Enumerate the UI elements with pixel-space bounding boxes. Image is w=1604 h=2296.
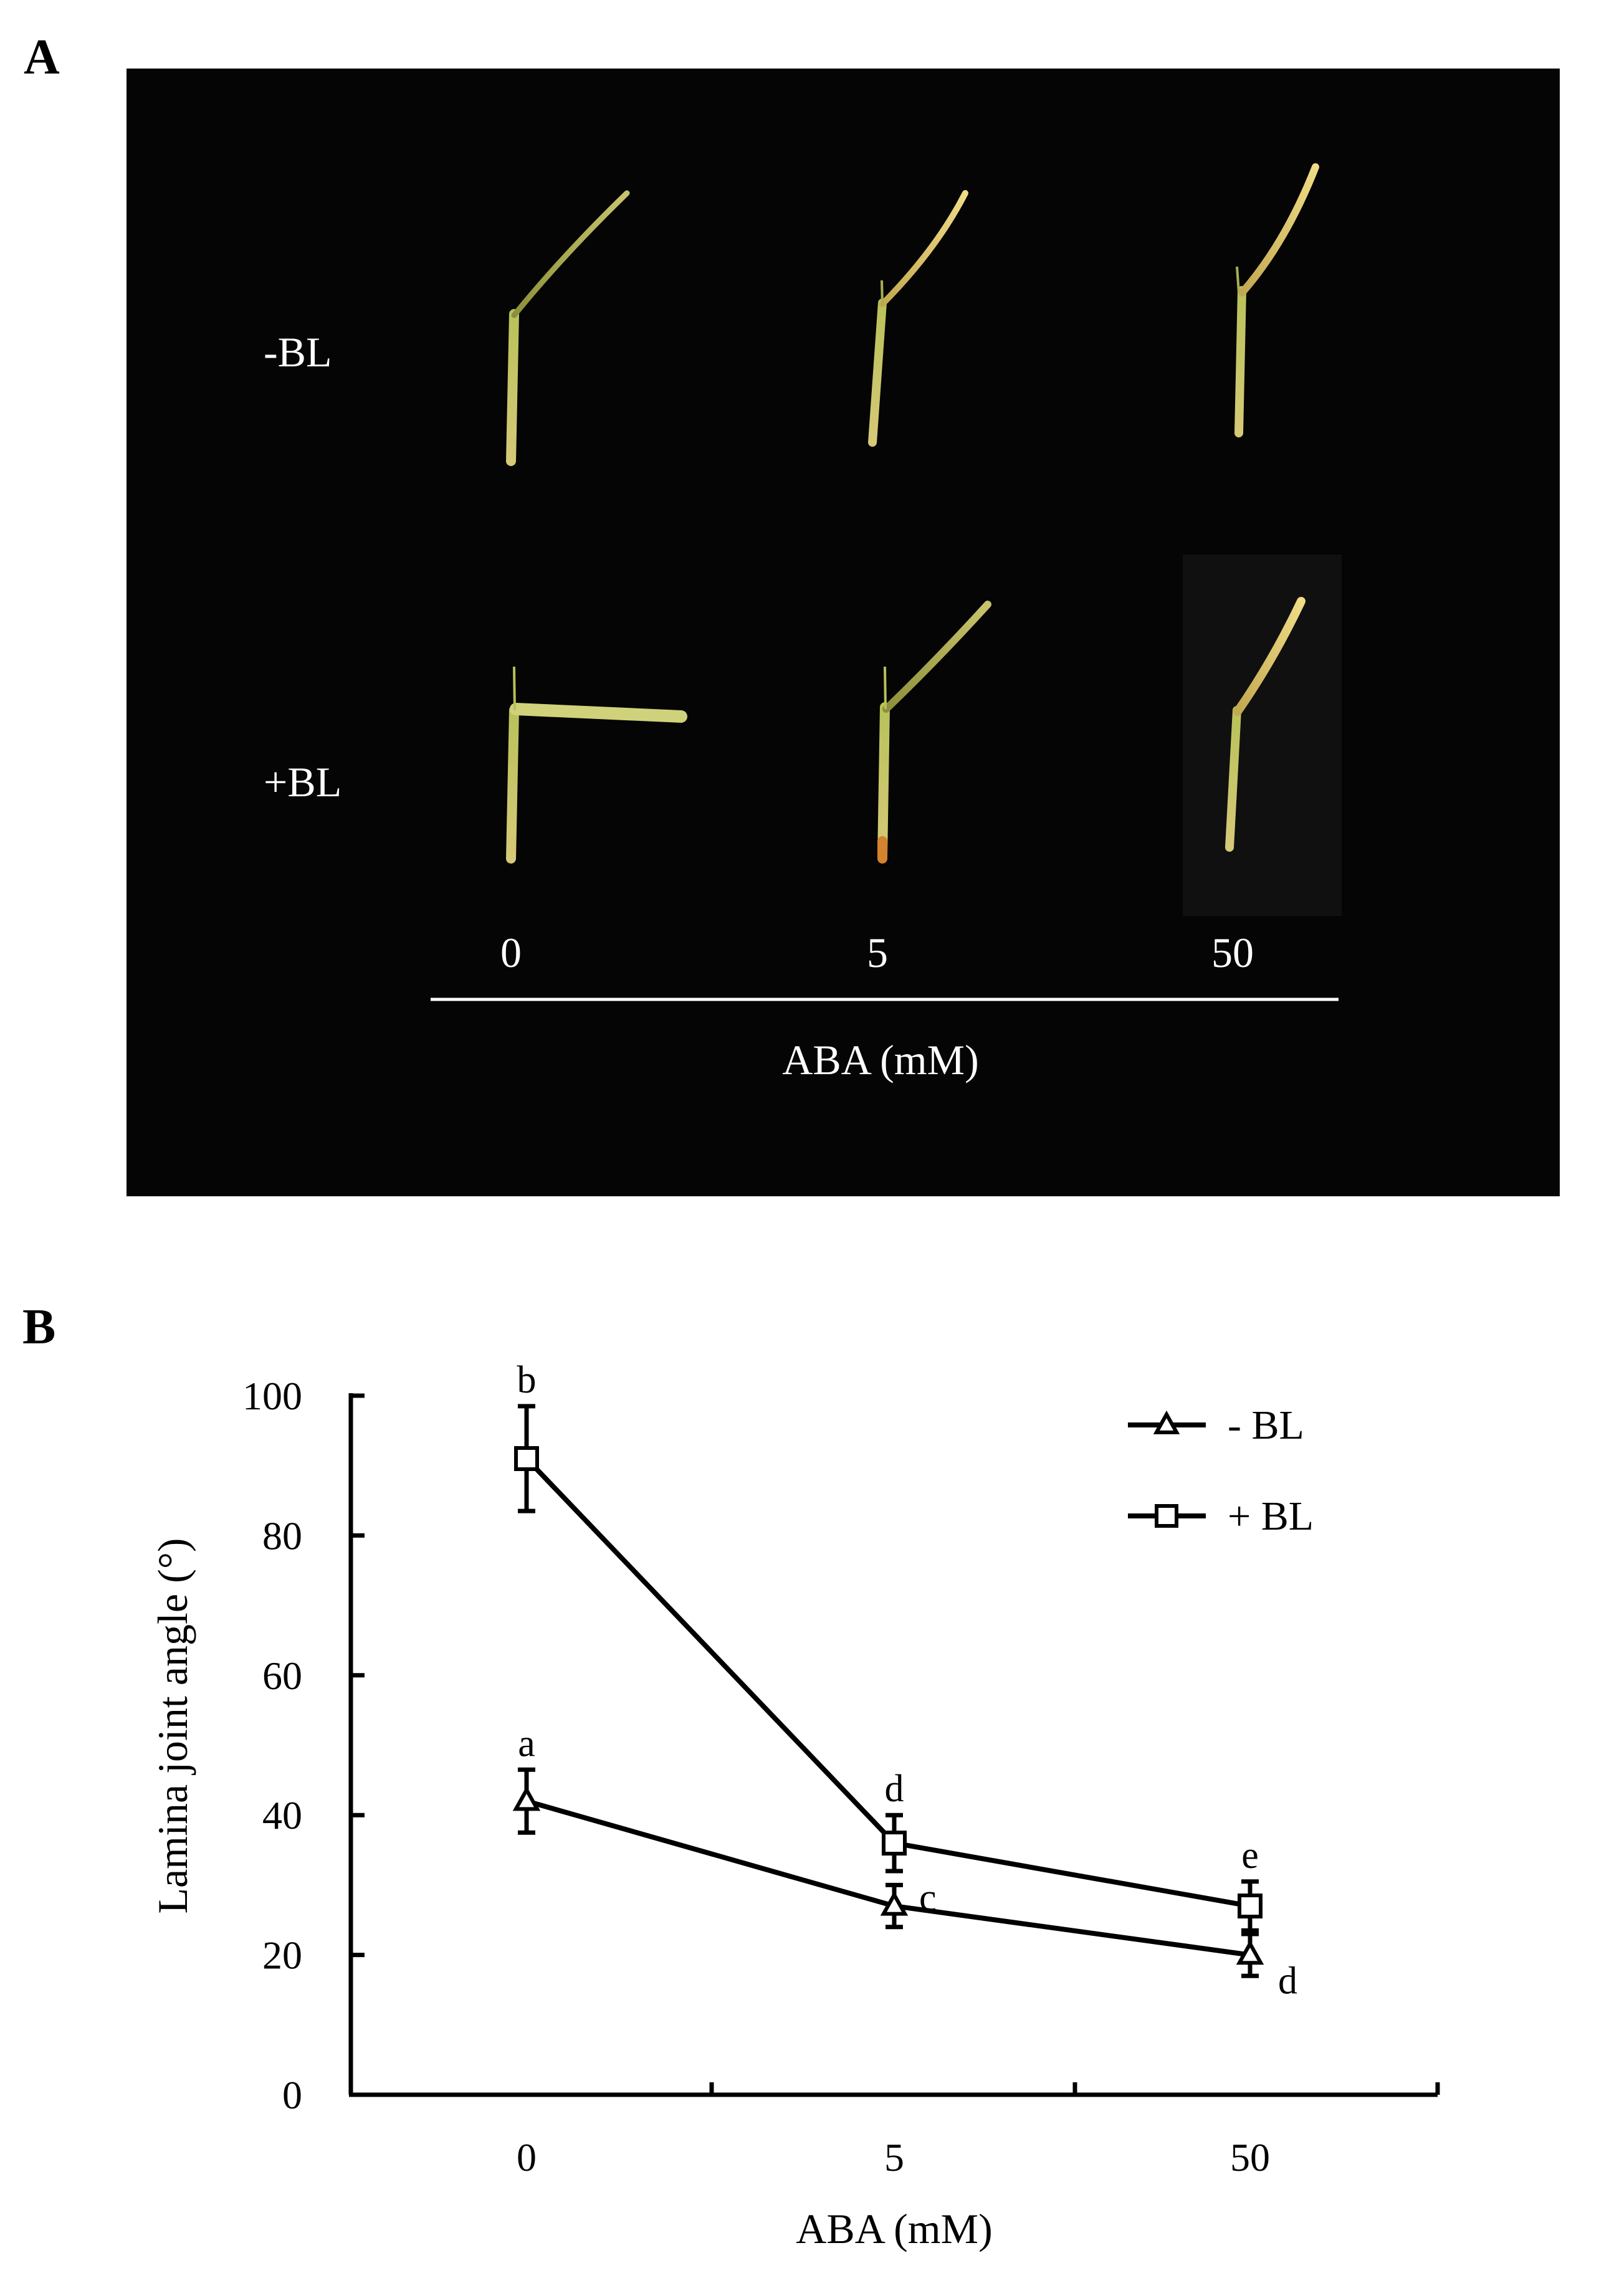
legend-square-marker [1155,1504,1178,1528]
seedling-photo: -BL +BL 0 5 50 ABA (mM) [127,69,1560,1196]
significance-letter: d [885,1768,904,1810]
y-tick-label: 40 [262,1793,302,1837]
x-tick-label: 0 [517,2135,537,2179]
data-point [512,1786,541,1811]
y-axis-label: Lamina joint angle (°) [149,1538,196,1913]
panel-label-a: A [24,30,60,85]
x-ticks: 0 5 50 [517,2082,1440,2179]
y-tick-label: 80 [262,1513,302,1558]
chart-legend: - BL + BL [1128,1403,1314,1539]
seedling-minus-bl-50 [1234,163,1319,437]
dose-label-5: 5 [867,929,888,976]
series-minus-bl: a c d [512,1722,1297,2003]
seedling-minus-bl-0 [506,190,630,466]
data-point [1238,1893,1263,1919]
x-tick-label: 50 [1230,2135,1270,2179]
row-label-minus-bl: -BL [264,328,332,376]
series-plus-bl: b d e [514,1359,1263,1933]
seedling-minus-bl-5 [868,190,968,447]
angle-chart-canvas: 0 20 40 60 80 100 0 5 50 a c d b d e - BL + BL Lamina… [149,1359,1440,2252]
angle-chart: 0 20 40 60 80 100 0 5 50 a c d b d e - BL + BL Lamina… [0,1246,1604,2296]
y-tick-label: 60 [262,1654,302,1698]
chart-axes [348,1393,1438,2097]
dose-label-50: 50 [1211,929,1254,976]
photo-background-patch [1183,555,1342,916]
panel-label-b: B [22,1300,56,1355]
x-axis-label: ABA (mM) [796,2205,992,2252]
y-ticks: 0 20 40 60 80 100 [242,1374,365,2117]
x-tick-label: 5 [884,2135,904,2179]
seedling-photo-canvas: -BL +BL 0 5 50 ABA (mM) [264,163,1342,1084]
dose-axis-title: ABA (mM) [782,1036,978,1084]
legend-label: + BL [1228,1493,1314,1539]
y-tick-label: 20 [262,1933,302,1978]
data-point [514,1446,539,1471]
series-line [525,1798,1251,1958]
data-point [1236,1940,1264,1965]
significance-letter: e [1241,1834,1259,1877]
significance-letter: a [518,1722,535,1765]
legend-triangle-marker [1153,1410,1180,1434]
seedling-plus-bl-5 [877,601,991,864]
significance-letter: d [1278,1960,1297,2003]
data-point [880,1890,909,1916]
series-layer: a c d b d e [512,1359,1297,2003]
seedling-plus-bl-0 [506,666,687,864]
significance-letter: c [919,1877,937,1919]
legend-label: - BL [1228,1403,1304,1448]
seedling-plus-bl-50 [1225,597,1306,852]
y-tick-label: 0 [282,2073,302,2117]
data-point [882,1831,907,1856]
row-label-plus-bl: +BL [264,758,341,806]
dose-label-0: 0 [500,929,522,976]
significance-letter: b [517,1359,537,1401]
y-tick-label: 100 [242,1374,302,1418]
